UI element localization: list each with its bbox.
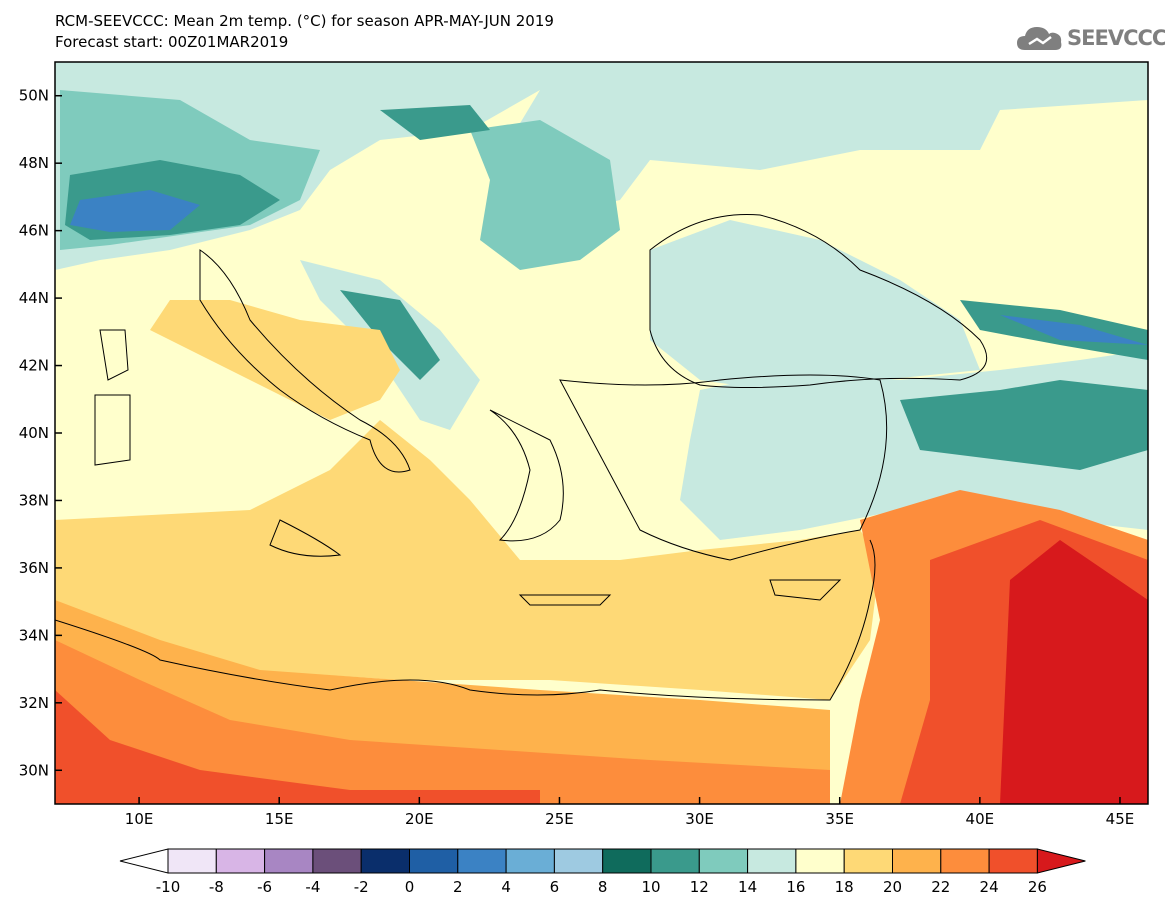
colorbar-box	[360, 848, 411, 874]
colorbar-box	[215, 848, 266, 874]
seevccc-logo: SEEVCCC	[1015, 20, 1165, 56]
lon-tick-label: 45E	[1106, 810, 1135, 828]
colorbar-label: 2	[453, 878, 463, 896]
colorbar-label: -2	[354, 878, 369, 896]
corsica-coast	[99, 329, 129, 381]
lat-tick-label: 46N	[19, 222, 49, 240]
africa-levant-coast	[55, 539, 876, 701]
colorbar-label: 8	[598, 878, 608, 896]
colorbar-box	[650, 848, 700, 874]
colorbar-box	[409, 848, 459, 874]
colorbar-label: 22	[931, 878, 950, 896]
colorbar-box	[167, 848, 217, 874]
sicily-coast	[269, 519, 342, 557]
latitude-axis: 50N 48N 46N 44N 42N 40N 38N 36N 34N 32N 30N	[19, 87, 62, 779]
colorbar-label: 12	[690, 878, 709, 896]
colorbar-box	[988, 848, 1038, 874]
colorbar-under-triangle	[119, 848, 169, 874]
colorbar-box	[602, 848, 652, 874]
colorbar-label: 4	[501, 878, 511, 896]
colorbar-box	[747, 848, 797, 874]
colorbar-box	[457, 848, 507, 874]
crete-coast	[518, 594, 612, 606]
colorbar-label: 20	[883, 878, 902, 896]
field-mediterranean	[55, 420, 880, 700]
colorbar-boxes	[119, 848, 1086, 874]
field-black-sea	[650, 220, 980, 390]
logo-text: SEEVCCC	[1067, 26, 1165, 50]
lon-tick-label: 10E	[125, 810, 154, 828]
colorbar-box	[843, 848, 894, 874]
lat-tick-label: 40N	[19, 424, 49, 442]
field-caucasus-cold	[1000, 315, 1148, 345]
colorbar-box	[698, 848, 749, 874]
field-east-anatolia	[900, 380, 1148, 470]
cyprus-coast	[769, 579, 842, 601]
lat-tick-label: 30N	[19, 761, 49, 779]
forecast-start-subtitle: Forecast start: 00Z01MAR2019	[55, 33, 289, 51]
colorbar-box	[312, 848, 362, 874]
colorbar-label: 24	[980, 878, 999, 896]
anatolia-coast	[559, 374, 888, 561]
field-dinaric	[340, 290, 440, 380]
lon-tick-label: 25E	[545, 810, 574, 828]
colorbar-label: -10	[156, 878, 181, 896]
colorbar-box	[892, 848, 942, 874]
colorbar-box	[940, 848, 990, 874]
colorbar-box	[505, 848, 555, 874]
colorbar-over-triangle	[1036, 848, 1086, 874]
cloud-icon	[1017, 27, 1062, 50]
field-arabia	[1000, 540, 1148, 804]
greece-coast	[489, 409, 564, 542]
lon-tick-label: 15E	[265, 810, 294, 828]
field-cool-northeast	[510, 62, 1148, 210]
lon-tick-label: 35E	[825, 810, 854, 828]
colorbar-label: 10	[641, 878, 660, 896]
colorbar-labels: -10 -8 -6 -4 -2 0 2 4 6 8 10 12 14 16 18 20 22 24 26	[156, 878, 1047, 896]
lat-tick-label: 42N	[19, 357, 49, 375]
field-alps-cold	[70, 190, 200, 232]
coastlines	[55, 213, 988, 701]
black-sea-coast	[649, 213, 988, 388]
lat-tick-label: 48N	[19, 154, 49, 172]
map-field	[55, 62, 1148, 804]
lat-tick-label: 50N	[19, 87, 49, 105]
lat-tick-label: 38N	[19, 491, 49, 509]
colorbar-label: 6	[550, 878, 560, 896]
colorbar-box	[553, 848, 604, 874]
field-carpathians	[470, 120, 620, 270]
lat-tick-label: 44N	[19, 289, 49, 307]
lat-tick-label: 36N	[19, 559, 49, 577]
colorbar-label: 14	[738, 878, 757, 896]
colorbar-label: -6	[257, 878, 272, 896]
lon-tick-label: 40E	[966, 810, 995, 828]
field-sahara	[55, 690, 540, 804]
colorbar-box	[795, 848, 845, 874]
sardinia-coast	[94, 394, 131, 466]
lon-tick-label: 30E	[685, 810, 714, 828]
field-north-africa-hot	[55, 640, 830, 804]
field-tyrrhenian	[150, 300, 400, 420]
longitude-axis: 10E 15E 20E 25E 30E 35E 40E 45E	[125, 797, 1134, 828]
colorbar-label: 18	[835, 878, 854, 896]
lat-tick-label: 34N	[19, 626, 49, 644]
colorbar-label: 26	[1028, 878, 1047, 896]
colorbar-label: 0	[405, 878, 415, 896]
lat-tick-label: 32N	[19, 694, 49, 712]
colorbar-label: -8	[209, 878, 224, 896]
map-title: RCM-SEEVCCC: Mean 2m temp. (°C) for seas…	[55, 12, 554, 30]
italy-coast	[199, 249, 411, 473]
colorbar-box	[264, 848, 314, 874]
lon-tick-label: 20E	[405, 810, 434, 828]
colorbar-label: 16	[786, 878, 805, 896]
colorbar-label: -4	[305, 878, 320, 896]
field-tatra	[380, 105, 490, 140]
